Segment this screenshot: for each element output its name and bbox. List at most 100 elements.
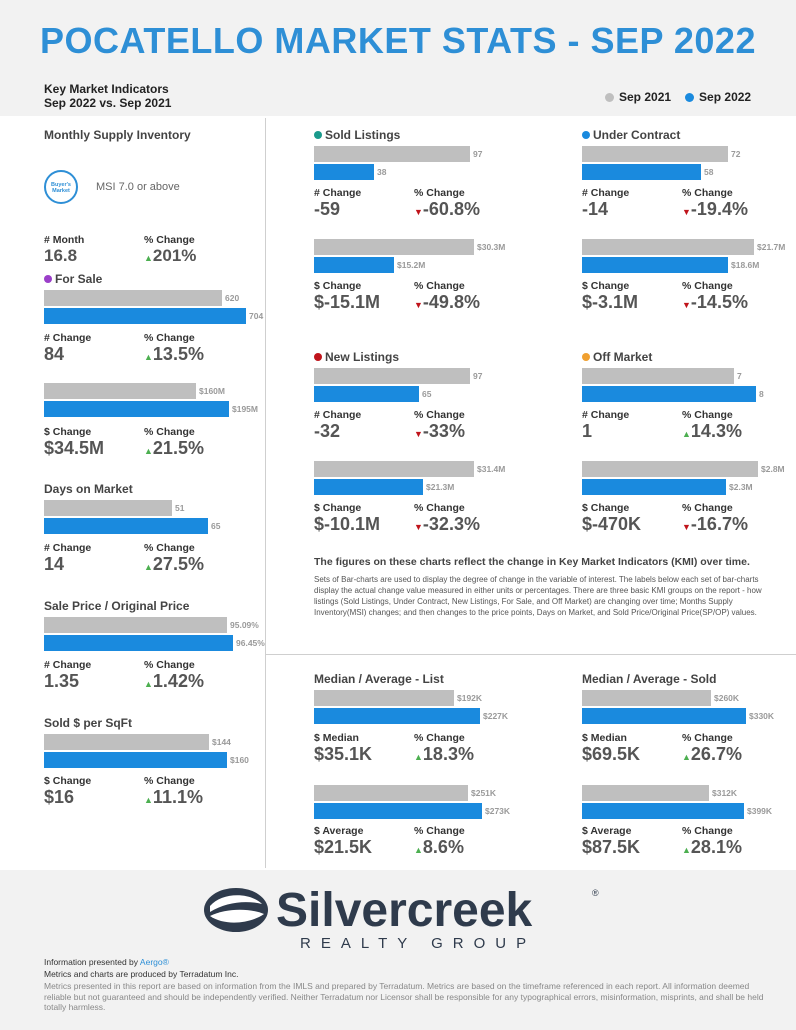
spop-bar-2022 <box>44 635 233 651</box>
median-average-sold-average-pct-text: 28.1% <box>690 837 742 857</box>
msi-pct-label: % Change <box>144 234 195 246</box>
for-sale-units-pct-value: ▲13.5% <box>144 344 204 365</box>
new-listings-units-pct-label: % Change <box>414 409 465 421</box>
under-contract-units-pct-text: -19.4% <box>690 199 748 219</box>
sqft-pct-label: % Change <box>144 775 195 787</box>
sold-listings-units-change-value: -59 <box>314 199 341 219</box>
silvercreek-logo: Silvercreek ® REALTY GROUP <box>204 884 599 952</box>
off-market-units-bar-2021 <box>582 368 734 384</box>
dom-pct-value: ▲27.5% <box>144 554 204 575</box>
spop-change-value: 1.35 <box>44 671 80 691</box>
divider-vertical <box>265 118 266 868</box>
for-sale-units-change-value: 84 <box>44 344 65 364</box>
off-market-units-bar-2022 <box>582 386 756 402</box>
sold-listings-dollars-bar-2021 <box>314 239 474 255</box>
divider-horizontal <box>266 654 796 655</box>
up-arrow-icon: ▲ <box>144 253 153 263</box>
up-arrow-icon: ▲ <box>682 429 691 439</box>
note-heading: The figures on these charts reflect the … <box>314 556 750 568</box>
new-listings-units-bar-2021 <box>314 368 470 384</box>
new-listings-units-bar-2022 <box>314 386 419 402</box>
median-average-sold-median-pct-label: % Change <box>682 732 733 744</box>
median-average-list-median-change-value: $35.1K <box>314 744 373 764</box>
median-average-list-median-pct-value: ▲18.3% <box>414 744 474 765</box>
new-listings-dollars-label-2022: $21.3M <box>426 482 455 492</box>
up-arrow-icon: ▲ <box>414 752 423 762</box>
new-listings-dollars-change-value: $-10.1M <box>314 514 381 534</box>
median-average-sold-title: Median / Average - Sold <box>582 672 716 686</box>
new-listings-units-pct-value: ▼-33% <box>414 421 465 442</box>
up-arrow-icon: ▲ <box>144 679 153 689</box>
sqft-label-2021: $144 <box>212 737 231 747</box>
up-arrow-icon: ▲ <box>144 795 153 805</box>
produced-by: Metrics and charts are produced by Terra… <box>44 969 239 979</box>
for-sale-dot-icon <box>44 275 52 283</box>
sold-listings-dollars-change-label: $ Change <box>314 280 362 292</box>
new-listings-dollars-bar-2022 <box>314 479 423 495</box>
dom-bar-2021 <box>44 500 172 516</box>
new-listings-dollars-pct-value: ▼-32.3% <box>414 514 480 535</box>
under-contract-units-pct-label: % Change <box>682 187 733 199</box>
off-market-dollars-pct-label: % Change <box>682 502 733 514</box>
new-listings-units-pct-text: -33% <box>422 421 465 441</box>
buyers-market-badge: Buyer's Market <box>44 170 78 204</box>
for-sale-units-label-2021: 620 <box>225 293 240 303</box>
legend-2022: Sep 2022 <box>685 90 751 104</box>
new-listings-dot-icon <box>314 353 322 361</box>
under-contract-dollars-label-2021: $21.7M <box>757 242 786 252</box>
sqft-bar-2021 <box>44 734 209 750</box>
down-arrow-icon: ▼ <box>682 522 691 532</box>
median-average-list-median-pct-label: % Change <box>414 732 465 744</box>
note-body: Sets of Bar-charts are used to display t… <box>314 575 762 617</box>
off-market-units-label-2022: 8 <box>759 389 764 399</box>
spop-label-2021: 95.09% <box>230 620 259 630</box>
new-listings-units-label-2021: 97 <box>473 371 483 381</box>
days-on-market-title-text: Days on Market <box>44 482 133 496</box>
under-contract-title-text: Under Contract <box>593 128 681 142</box>
kmi-line2: Sep 2022 vs. Sep 2021 <box>44 96 172 110</box>
spop-pct-text: 1.42% <box>152 671 204 691</box>
sold-listings-title-text: Sold Listings <box>325 128 401 142</box>
median-average-list-title-text: Median / Average - List <box>314 672 444 686</box>
for-sale-dollars-pct-label: % Change <box>144 426 195 438</box>
median-average-list-average-pct-text: 8.6% <box>422 837 464 857</box>
median-average-sold-average-pct-label: % Change <box>682 825 733 837</box>
sold-listings-units-bar-2022 <box>314 164 374 180</box>
new-listings-units-label-2022: 65 <box>422 389 432 399</box>
median-average-list-average-bar-2021 <box>314 785 468 801</box>
sold-listings-units-label-2022: 38 <box>377 167 387 177</box>
spop-bar-2021 <box>44 617 227 633</box>
off-market-title-text: Off Market <box>593 350 653 364</box>
for-sale-units-bar-2021 <box>44 290 222 306</box>
for-sale-units-bar-2022 <box>44 308 246 324</box>
off-market-dollars-bar-2022 <box>582 479 726 495</box>
median-average-sold-average-change-label: $ Average <box>582 825 632 837</box>
for-sale-units-pct-label: % Change <box>144 332 195 344</box>
median-average-sold-median-change-label: $ Median <box>582 732 627 744</box>
down-arrow-icon: ▼ <box>682 207 691 217</box>
sold-listings-dollars-change-value: $-15.1M <box>314 292 381 312</box>
under-contract-units-label-2022: 58 <box>704 167 714 177</box>
down-arrow-icon: ▼ <box>682 300 691 310</box>
off-market-dollars-bar-2021 <box>582 461 758 477</box>
down-arrow-icon: ▼ <box>414 429 423 439</box>
aergo-link[interactable]: Aergo® <box>139 957 169 967</box>
for-sale-dollars-label-2021: $160M <box>199 386 225 396</box>
sold-listings-dollars-pct-value: ▼-49.8% <box>414 292 480 313</box>
sold-listings-title: Sold Listings <box>314 128 400 142</box>
new-listings-units-change-value: -32 <box>314 421 341 441</box>
median-average-list-median-change-label: $ Median <box>314 732 359 744</box>
legend: Sep 2021 Sep 2022 <box>605 90 751 104</box>
msi-month-value: 16.8 <box>44 246 78 265</box>
median-average-list-average-bar-2022 <box>314 803 482 819</box>
sold-listings-units-bar-2021 <box>314 146 470 162</box>
page-title: POCATELLO MARKET STATS - SEP 2022 <box>40 20 756 61</box>
msi-title: Monthly Supply Inventory <box>44 128 191 142</box>
off-market-units-pct-value: ▲14.3% <box>682 421 742 442</box>
msi-desc: MSI 7.0 or above <box>96 181 180 193</box>
median-average-sold-average-bar-2021 <box>582 785 709 801</box>
sold-per-sqft-title: Sold $ per SqFt <box>44 716 132 730</box>
new-listings-dollars-change-label: $ Change <box>314 502 362 514</box>
under-contract-units-pct-value: ▼-19.4% <box>682 199 748 220</box>
dom-label-2021: 51 <box>175 503 185 513</box>
